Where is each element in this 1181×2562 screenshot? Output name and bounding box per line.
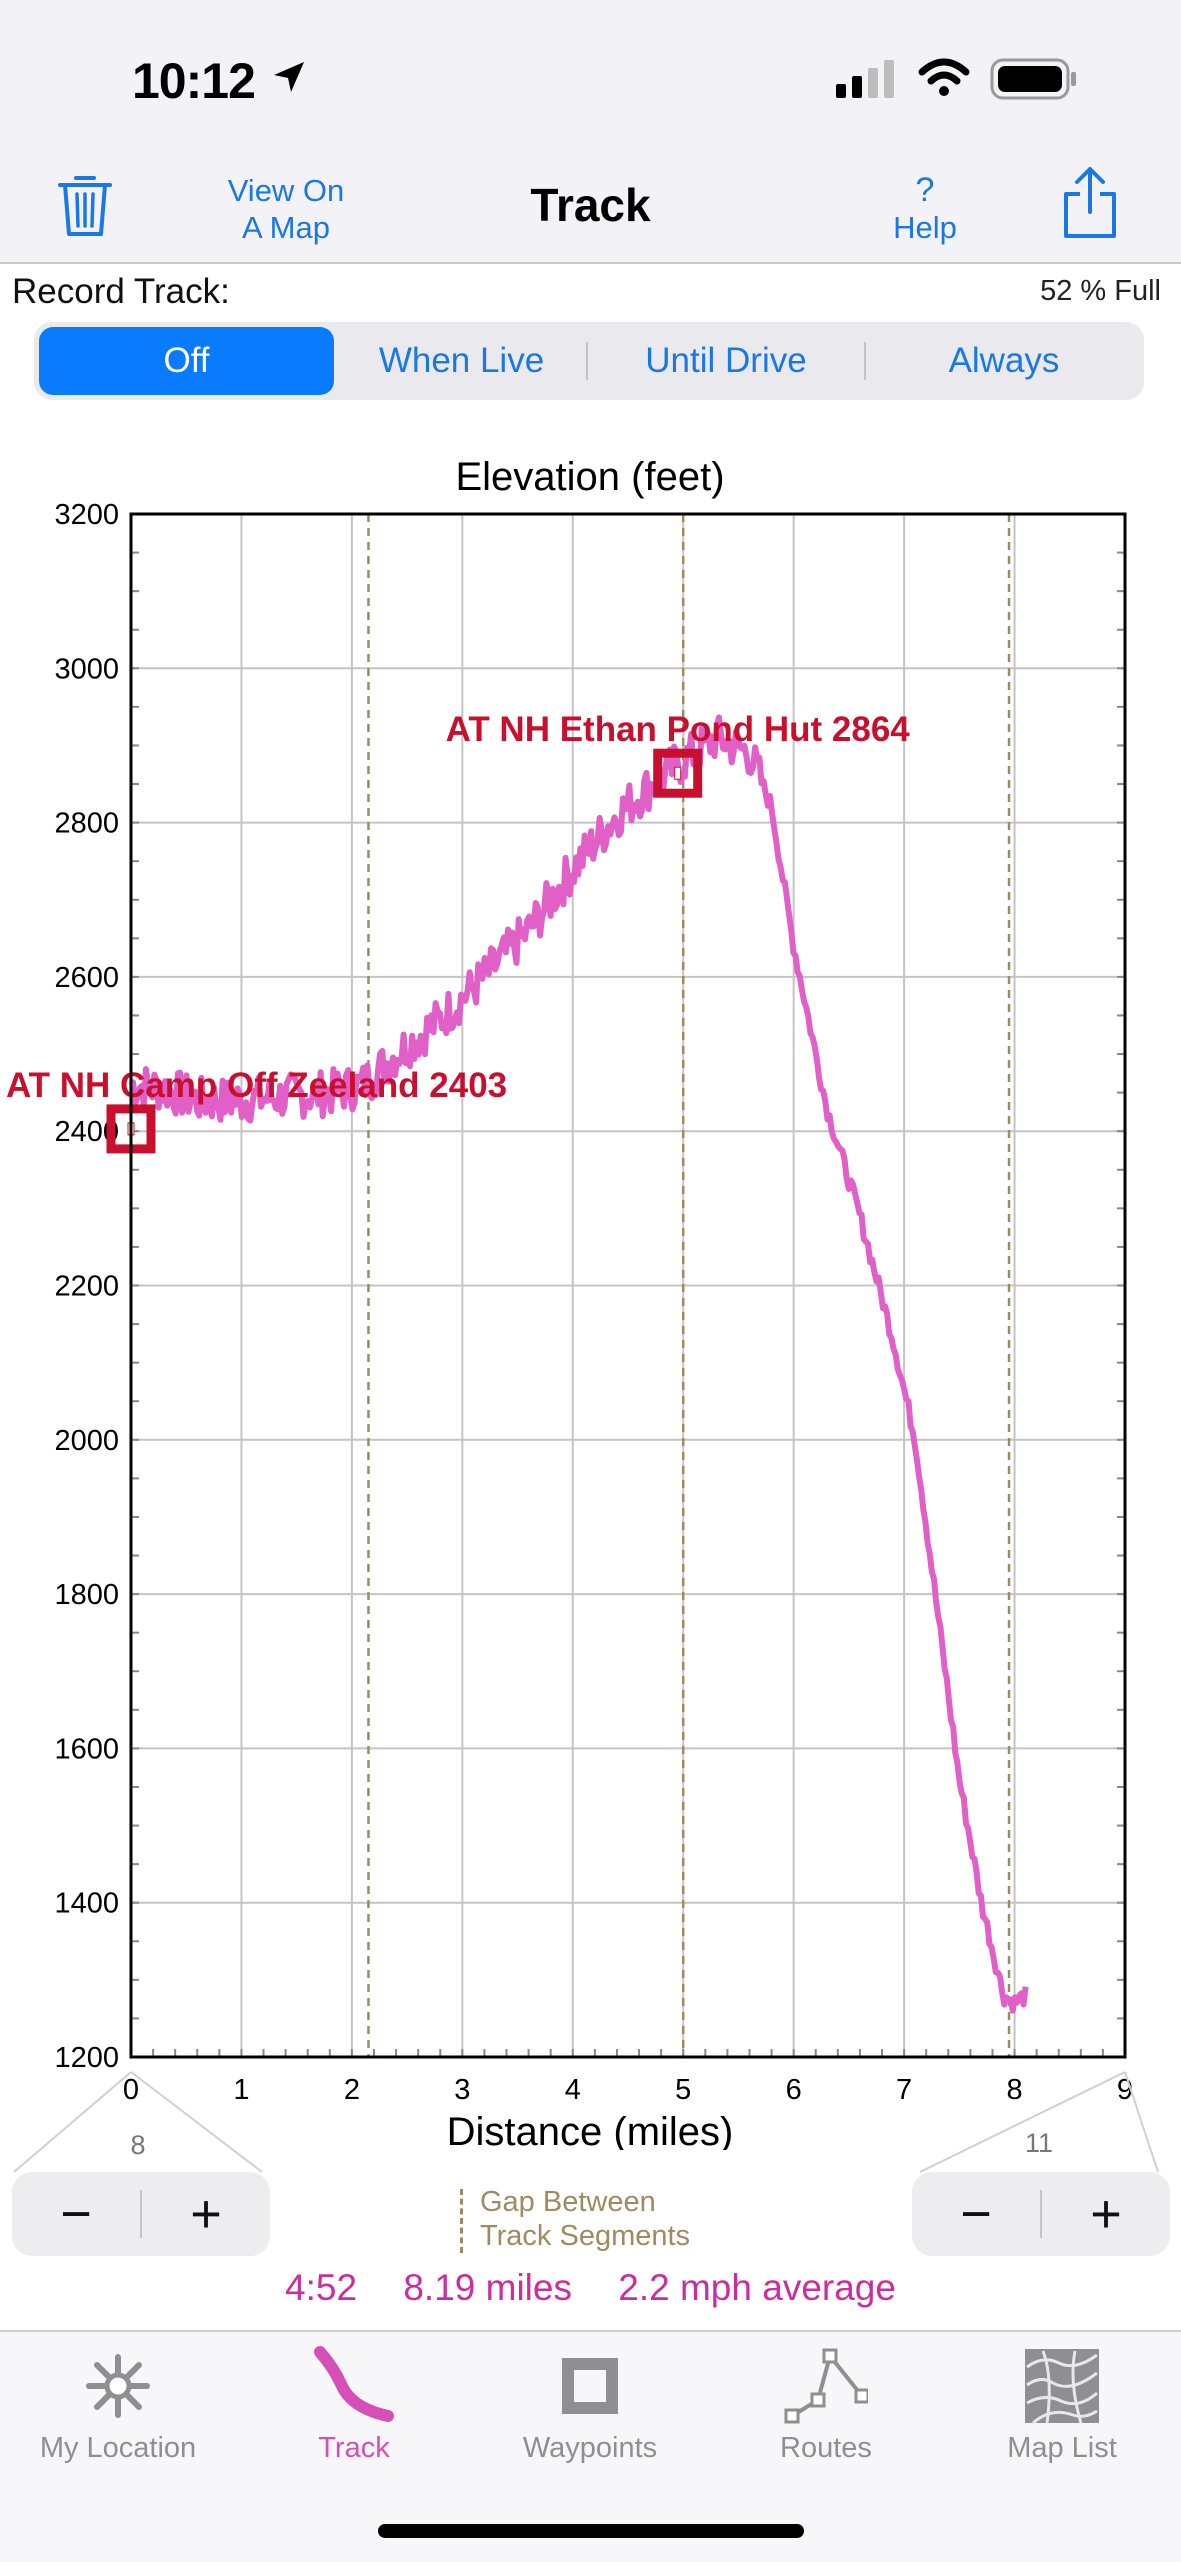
gap-legend: Gap Between Track Segments — [460, 2185, 690, 2253]
x-tick-label: 1 — [233, 2074, 249, 2106]
x-tick-label: 6 — [786, 2074, 802, 2106]
tab-waypoints[interactable]: Waypoints — [472, 2346, 708, 2465]
x-tick-label: 7 — [896, 2074, 912, 2106]
elevation-track-line — [128, 714, 1029, 2014]
elevation-chart[interactable]: Elevation (feet) 32003000280026002400220… — [0, 440, 1181, 2150]
x-tick-label: 5 — [675, 2074, 691, 2106]
view-on-map-line1: View On — [227, 173, 345, 208]
tab-label: My Location — [39, 2432, 197, 2464]
zoom-left-value: 8 — [130, 2130, 146, 2160]
stat-speed: 2.2 mph average — [618, 2267, 896, 2308]
zoom-left-minus-button[interactable]: − — [60, 2184, 92, 2244]
segment-when-live[interactable]: When Live — [378, 341, 545, 380]
status-bar: 10:12 — [0, 0, 1181, 150]
map-list-icon — [1025, 2349, 1099, 2425]
waypoint-label: AT NH Ethan Pond Hut 2864 — [446, 710, 911, 749]
share-icon[interactable] — [1060, 166, 1120, 240]
tab-label: Track — [318, 2432, 390, 2464]
x-tick-label: 4 — [565, 2074, 581, 2106]
tab-track[interactable]: Track — [236, 2346, 472, 2465]
waypoint-square-icon — [562, 2358, 618, 2414]
y-tick-label: 1600 — [54, 1733, 119, 1765]
segment-off[interactable]: Off — [39, 327, 334, 395]
help-label: Help — [893, 210, 957, 245]
y-tick-label: 1400 — [54, 1888, 119, 1920]
waypoint-markers: AT NH Camp Off Zeeland 2403 AT NH Ethan P… — [6, 710, 911, 1154]
route-icon — [784, 2348, 868, 2424]
status-time: 10:12 — [132, 53, 256, 109]
tab-map-list[interactable]: Map List — [944, 2346, 1180, 2465]
storage-percent-full: 52 % Full — [1040, 275, 1161, 307]
y-tick-label: 1200 — [54, 2042, 119, 2074]
battery-icon — [990, 58, 1076, 100]
zoom-right-value: 11 — [1024, 2128, 1054, 2158]
asterisk-icon — [86, 2354, 150, 2418]
help-icon: ? — [915, 171, 935, 209]
home-indicator — [378, 2524, 804, 2538]
stat-time: 4:52 — [285, 2267, 358, 2308]
segment-always[interactable]: Always — [948, 341, 1060, 380]
segment-until-drive[interactable]: Until Drive — [645, 341, 807, 380]
y-tick-label: 2800 — [54, 808, 119, 840]
gap-legend-line1: Gap Between — [480, 2186, 656, 2218]
tab-bar: My Location Track Waypoints — [0, 2330, 1181, 2562]
tab-label: Waypoints — [522, 2432, 658, 2464]
x-tick-label: 0 — [123, 2074, 139, 2106]
y-axis-ticks: 3200300028002600240022002000180016001400… — [54, 499, 119, 2074]
y-tick-label: 2600 — [54, 962, 119, 994]
track-line-icon — [314, 2346, 394, 2422]
record-track-segmented-control: Off When Live Until Drive Always — [34, 322, 1144, 400]
x-tick-label: 8 — [1006, 2074, 1022, 2106]
navigation-bar: View On A Map Track ? Help — [0, 150, 1181, 264]
tab-label: Routes — [780, 2432, 872, 2464]
view-on-map-button[interactable]: View On A Map — [206, 172, 366, 246]
x-axis-label: Distance (miles) — [447, 2110, 734, 2150]
track-stats: 4:52 8.19 miles 2.2 mph average — [0, 2267, 1181, 2309]
gap-legend-line2: Track Segments — [480, 2220, 691, 2252]
wifi-icon — [918, 58, 970, 96]
stat-distance: 8.19 miles — [403, 2267, 572, 2308]
zoom-right-plus-button[interactable]: + — [1090, 2184, 1122, 2244]
y-tick-label: 3200 — [54, 499, 119, 531]
view-on-map-line2: A Map — [242, 210, 330, 245]
x-tick-label: 2 — [344, 2074, 360, 2106]
tab-my-location[interactable]: My Location — [0, 2346, 236, 2465]
waypoint-marker[interactable] — [653, 748, 703, 798]
plot-frame — [129, 512, 1127, 2059]
zoom-left-control: − + — [12, 2172, 270, 2256]
trash-icon[interactable] — [56, 172, 114, 238]
y-tick-label: 2000 — [54, 1425, 119, 1457]
x-tick-label: 3 — [454, 2074, 470, 2106]
record-track-label: Record Track: — [12, 272, 230, 311]
location-arrow-icon — [274, 62, 304, 92]
y-tick-label: 1800 — [54, 1579, 119, 1611]
waypoint-label: AT NH Camp Off Zeeland 2403 — [6, 1066, 507, 1105]
zoom-right-minus-button[interactable]: − — [960, 2184, 992, 2244]
help-button[interactable]: ? Help — [880, 172, 970, 246]
y-tick-label: 2200 — [54, 1271, 119, 1303]
zoom-right-control: − + — [912, 2172, 1170, 2256]
tab-routes[interactable]: Routes — [708, 2346, 944, 2465]
cellular-signal-icon — [836, 60, 894, 98]
y-tick-label: 3000 — [54, 653, 119, 685]
page-title: Track — [530, 179, 651, 231]
zoom-guide-lines — [13, 2071, 1159, 2173]
zoom-left-plus-button[interactable]: + — [190, 2184, 222, 2244]
tab-label: Map List — [1007, 2432, 1117, 2464]
chart-title: Elevation (feet) — [455, 455, 724, 499]
